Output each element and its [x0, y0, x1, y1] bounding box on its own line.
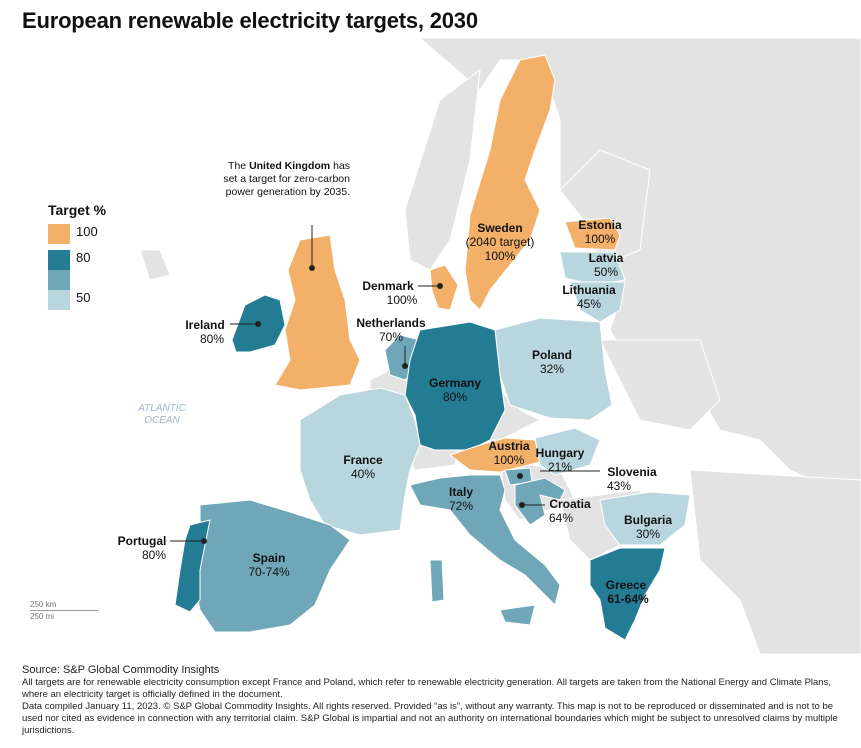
legend-swatch-100	[48, 224, 70, 244]
legend-swatch-mid	[48, 270, 70, 290]
label-germany-target: 80%	[443, 390, 467, 404]
label-bulgaria-name: Bulgaria	[624, 513, 672, 527]
label-portugal-name: Portugal	[118, 534, 167, 548]
label-slovenia-target: 43%	[607, 479, 631, 493]
legend-item: 80	[48, 250, 106, 270]
label-spain-target: 70-74%	[248, 565, 290, 579]
label-bulgaria-target: 30%	[636, 527, 660, 541]
label-poland-target: 32%	[540, 362, 564, 376]
uk-annotation: The United Kingdom has set a target for …	[222, 160, 350, 199]
europe-map: ATLANTIC OCEAN Sweden (2040 target) 100%…	[118, 38, 861, 654]
leader-lines	[170, 225, 600, 544]
sweden-shape	[464, 54, 556, 311]
croatia-shape	[514, 477, 566, 526]
label-estonia-name: Estonia	[578, 218, 622, 232]
label-italy-name: Italy	[449, 485, 473, 499]
scale-mi: 250 mi	[30, 612, 55, 621]
scale-bar: 250 km 250 mi	[30, 600, 98, 621]
legend-swatch-50	[48, 290, 70, 310]
label-croatia-name: Croatia	[549, 497, 591, 511]
footer-source: Source: S&P Global Commodity Insights	[22, 664, 220, 676]
uk-note-prefix: The	[228, 160, 250, 172]
label-portugal-target: 80%	[142, 548, 166, 562]
label-lithuania-name: Lithuania	[562, 283, 616, 297]
denmark-shape	[429, 264, 459, 311]
legend-swatch-80	[48, 250, 70, 270]
footer-disclaimer: Data compiled January 11, 2023. © S&P Gl…	[22, 701, 838, 736]
label-sweden-name: Sweden	[477, 221, 522, 235]
label-sweden-target: 100%	[485, 249, 516, 263]
label-slovenia-name: Slovenia	[607, 465, 657, 479]
label-greece-name: Greece	[606, 578, 647, 592]
legend-item	[48, 270, 106, 290]
label-ireland-name: Ireland	[185, 318, 224, 332]
label-hungary-target: 21%	[548, 460, 572, 474]
sea-label-line2: OCEAN	[144, 415, 180, 426]
legend-label: 80	[76, 250, 91, 265]
label-spain-name: Spain	[253, 551, 286, 565]
poland-shape	[494, 317, 613, 421]
scale-km: 250 km	[30, 600, 57, 609]
label-poland-name: Poland	[532, 348, 572, 362]
footer-note: All targets are for renewable electricit…	[22, 677, 831, 700]
label-germany-name: Germany	[429, 376, 481, 390]
label-sweden-note: (2040 target)	[466, 235, 535, 249]
country-shapes	[174, 54, 691, 641]
sea-label-line1: ATLANTIC	[137, 403, 186, 414]
label-latvia-name: Latvia	[589, 251, 624, 265]
label-netherlands-target: 70%	[379, 330, 403, 344]
label-latvia-target: 50%	[594, 265, 618, 279]
hungary-shape	[534, 427, 601, 476]
label-austria-name: Austria	[488, 439, 530, 453]
label-ireland-target: 80%	[200, 332, 224, 346]
estonia-shape	[564, 217, 621, 251]
bulgaria-shape	[599, 491, 691, 546]
greece-shape	[589, 547, 666, 641]
uk-shape	[274, 234, 361, 391]
portugal-shape	[174, 519, 211, 613]
sardinia-shape	[429, 559, 445, 603]
italy-shape	[409, 474, 561, 606]
label-austria-target: 100%	[494, 453, 525, 467]
label-lithuania-target: 45%	[577, 297, 601, 311]
france-shape	[299, 387, 421, 536]
legend-label: 100	[76, 224, 98, 239]
sicily-shape	[499, 604, 536, 626]
legend: Target % 100 80 50	[48, 202, 106, 310]
map-title: European renewable electricity targets, …	[22, 8, 478, 33]
label-italy-target: 72%	[449, 499, 473, 513]
label-netherlands-name: Netherlands	[356, 316, 426, 330]
uk-note-rest: has set a target for zero-carbon power g…	[223, 160, 350, 198]
label-france-target: 40%	[351, 467, 375, 481]
legend-label: 50	[76, 290, 91, 305]
footer: Source: S&P Global Commodity Insights Al…	[22, 664, 842, 737]
label-croatia-target: 64%	[549, 511, 573, 525]
label-greece-target: 61-64%	[607, 592, 649, 606]
legend-title: Target %	[48, 202, 107, 218]
legend-item: 50	[48, 290, 106, 310]
label-hungary-name: Hungary	[536, 446, 585, 460]
legend-item: 100	[48, 224, 106, 244]
label-estonia-target: 100%	[585, 232, 616, 246]
label-denmark-name: Denmark	[362, 279, 414, 293]
uk-note-bold: United Kingdom	[249, 160, 331, 172]
label-denmark-target: 100%	[387, 293, 418, 307]
country-labels: Sweden (2040 target) 100% Estonia 100% L…	[118, 218, 673, 606]
label-france-name: France	[343, 453, 383, 467]
lithuania-shape	[569, 281, 626, 323]
